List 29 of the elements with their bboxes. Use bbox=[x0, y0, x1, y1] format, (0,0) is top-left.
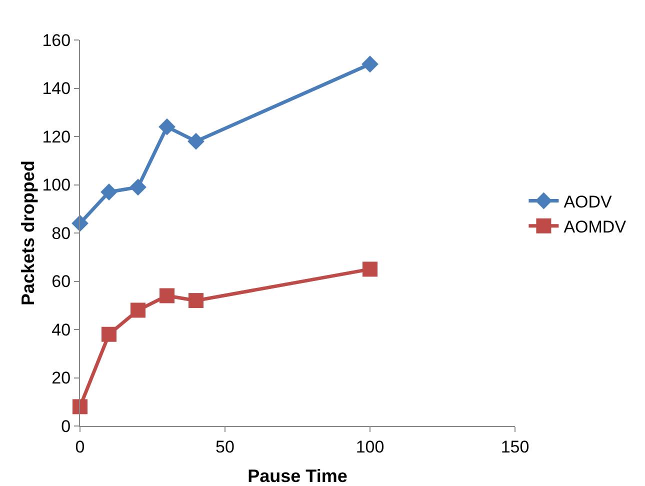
x-tick-label: 0 bbox=[75, 437, 85, 456]
point bbox=[362, 262, 378, 277]
point bbox=[130, 302, 146, 318]
y-tick-label: 100 bbox=[42, 176, 71, 195]
y-tick-label: 120 bbox=[42, 127, 71, 146]
legend-label: AOMDV bbox=[564, 217, 627, 236]
x-axis-title: Pause Time bbox=[248, 466, 348, 486]
point bbox=[72, 214, 88, 232]
y-tick-label: 140 bbox=[42, 79, 71, 98]
y-tick-label: 20 bbox=[52, 368, 71, 388]
y-axis-title: Packets dropped bbox=[18, 160, 38, 306]
point bbox=[362, 56, 378, 73]
point bbox=[160, 288, 174, 304]
point bbox=[72, 399, 88, 414]
point bbox=[188, 132, 204, 150]
y-tick-label: 60 bbox=[52, 272, 71, 292]
y-tick-label: 160 bbox=[42, 30, 71, 50]
x-tick-label: 50 bbox=[216, 437, 234, 456]
y-tick-label: 0 bbox=[61, 416, 71, 436]
x-tick-label: 100 bbox=[356, 437, 384, 456]
x-tick-label: 150 bbox=[500, 437, 530, 456]
point bbox=[158, 118, 176, 136]
legend-label: AODV bbox=[564, 192, 613, 212]
y-tick-label: 40 bbox=[52, 320, 71, 340]
y-tick-label: 80 bbox=[52, 224, 71, 243]
point bbox=[102, 326, 116, 342]
point bbox=[100, 184, 118, 200]
point bbox=[188, 293, 204, 308]
point bbox=[130, 178, 146, 196]
